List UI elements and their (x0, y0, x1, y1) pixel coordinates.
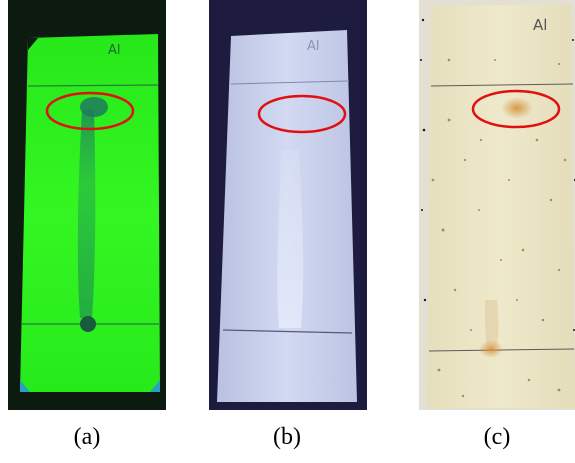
caption-b: (b) (273, 424, 301, 450)
solvent-front-line-c (430, 83, 574, 87)
edge-specks-c (420, 18, 575, 331)
highlight-circle-a (45, 91, 135, 131)
tlc-plate-image-c: Al (419, 0, 575, 410)
origin-spot-c (479, 340, 503, 358)
caption-c: (c) (483, 424, 511, 450)
plate-mark-c: Al (533, 16, 547, 34)
tlc-plate-c-svg: Al (419, 0, 575, 410)
plate-c (427, 4, 575, 408)
plate-mark-b: Al (307, 39, 320, 54)
tlc-plate-b-svg: Al (209, 0, 367, 410)
product-spot-c (501, 97, 533, 119)
elution-streak-b (277, 150, 304, 328)
product-spot-a (80, 97, 108, 117)
elution-streak-a (77, 110, 96, 318)
tlc-plate-image-a: Al (8, 0, 166, 410)
highlight-circle-b (257, 94, 347, 134)
tlc-plate-a-svg: Al (8, 0, 166, 410)
baseline-b (222, 329, 353, 334)
tlc-plate-image-b: Al (209, 0, 367, 410)
caption-a: (a) (73, 424, 101, 450)
highlight-circle-c (471, 89, 561, 129)
solvent-front-line-a (27, 84, 159, 87)
solvent-front-line-b (230, 80, 350, 85)
speckles-c (431, 58, 567, 398)
plate-mark-a: Al (108, 43, 121, 58)
origin-spot-a (80, 316, 96, 332)
